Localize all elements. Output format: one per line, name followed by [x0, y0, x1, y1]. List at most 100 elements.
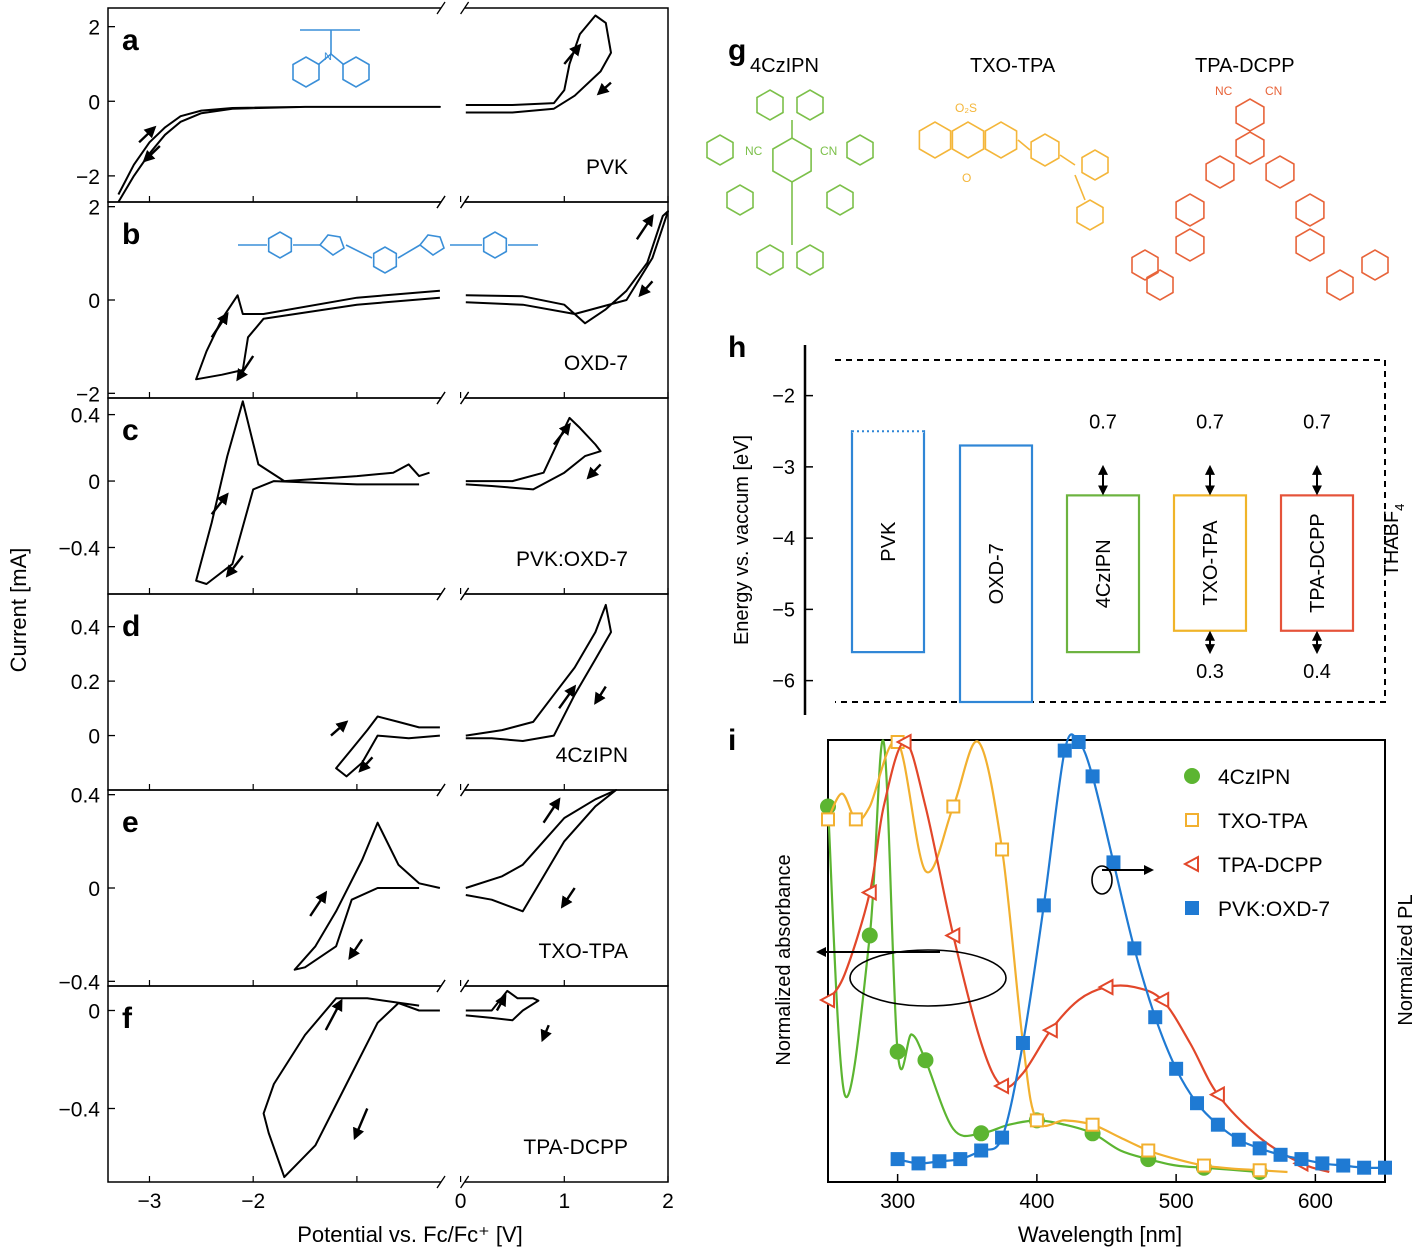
energy-y-tick-label: −3: [772, 457, 795, 479]
data-point: [1357, 1160, 1372, 1175]
data-point: [1231, 1132, 1246, 1147]
panel-letter-f: f: [122, 1002, 133, 1035]
scan-direction-arrow: [552, 422, 571, 446]
pl-group-ellipse: [1091, 865, 1113, 895]
data-point: [932, 1154, 947, 1169]
cv-curve-left: [195, 289, 440, 381]
data-point: [1336, 1158, 1351, 1173]
legend-label: TPA-DCPP: [1218, 854, 1323, 877]
axis-break-mark: [436, 783, 470, 797]
data-point: [911, 1156, 926, 1171]
scan-direction-arrow: [495, 993, 507, 1012]
gap-value-bottom: 0.3: [1196, 661, 1224, 683]
energy-y-tick-label: −2: [772, 386, 795, 408]
thabf-subscript: 4: [1392, 504, 1407, 511]
cv-x-tick-label: 1: [558, 1190, 570, 1213]
core-ring: [772, 137, 812, 183]
spectra-legend: 4CzIPN TXO-TPA TPA-DCPP PVK:OXD-7: [1182, 766, 1330, 921]
gap-value-bottom: 0.4: [1303, 661, 1331, 683]
cv-y-tick-label: 0: [88, 290, 100, 313]
absorbance-axis-label: Normalized absorbance: [773, 854, 795, 1065]
panel-letter-b: b: [122, 218, 140, 251]
cv-curve-right: [465, 210, 669, 325]
panel-h-energy-levels: h −2 −3 −4 −5 −6 PVK OXD-7 4CzIPN 0.7 TXO-TPA 0.7 0…: [728, 331, 1407, 715]
axis-break-mark: [436, 1175, 470, 1189]
data-point: [818, 991, 835, 1009]
cv-panel-label: TXO-TPA: [539, 940, 628, 963]
cv-curve-right: [465, 416, 602, 491]
panel-i-spectra: i 300 400 500 600 4CzIPN TXO-TPA TPA-DCPP PVK:O…: [728, 724, 1417, 1247]
cv-y-tick-label: −0.4: [59, 971, 101, 994]
cv-y-tick-label: 0.4: [71, 617, 101, 640]
ring: [1081, 149, 1109, 181]
data-point: [946, 799, 961, 814]
scan-direction-arrow: [210, 492, 229, 516]
data-point: [1252, 1141, 1267, 1156]
cv-y-tick-label: 2: [88, 197, 100, 220]
cv-curve-right: [465, 603, 612, 742]
scan-direction-arrow: [594, 685, 607, 705]
ring: [267, 231, 293, 259]
data-point: [1208, 1085, 1225, 1104]
data-point: [889, 1043, 906, 1060]
ring: [292, 56, 320, 88]
energy-y-tick-label: −5: [772, 599, 795, 621]
cv-panel-b: 2 0 −2 b OXD-7: [76, 195, 669, 406]
energy-box-4czipn: 4CzIPN 0.7: [1065, 412, 1141, 654]
scan-direction-arrow: [330, 720, 349, 737]
data-point: [1148, 1010, 1163, 1025]
oxadiazole-ring: [418, 234, 445, 256]
scan-direction-arrow: [542, 797, 561, 824]
cv-x-tick-labels: −3 −2 0 1 2: [138, 1190, 674, 1213]
ring: [372, 246, 398, 274]
data-point: [973, 1125, 990, 1142]
series-txo-tpa: [821, 735, 1288, 1178]
ring: [1235, 98, 1265, 132]
panel-letter-a: a: [122, 24, 139, 57]
series-line: [827, 739, 1288, 1174]
cv-curve-left: [293, 821, 441, 971]
carbazole-ring: [846, 134, 874, 166]
data-point: [1085, 769, 1100, 784]
ring: [1295, 193, 1325, 227]
energy-y-axis-label: Energy vs. vaccum [eV]: [731, 435, 753, 645]
cv-y-tick-label: 0.4: [71, 785, 101, 808]
ring: [342, 56, 370, 88]
panel-letter-c: c: [122, 414, 139, 447]
data-point: [1127, 941, 1142, 956]
data-point: [1085, 1117, 1100, 1132]
scan-direction-arrow: [596, 81, 612, 96]
axis-break-mark: [436, 587, 470, 601]
data-point: [1294, 1152, 1309, 1167]
cv-y-tick-label: 0: [88, 91, 100, 114]
legend-label: 4CzIPN: [1218, 766, 1290, 789]
carbazole-ring: [796, 244, 824, 276]
ring: [951, 121, 985, 159]
cv-panel-label: PVK: [586, 156, 628, 179]
legend-marker: [1184, 768, 1200, 784]
electrolyte-window: [835, 359, 1386, 703]
carbazole-ring: [756, 244, 784, 276]
thabf4-label: THABF4: [1381, 504, 1407, 577]
cv-panel-f: 0 −0.4 f TPA-DCPP: [59, 979, 669, 1189]
svg-text:THABF4: THABF4: [1381, 504, 1407, 577]
bond: [397, 244, 421, 259]
cv-panel-label: TPA-DCPP: [523, 1136, 628, 1159]
data-point: [890, 1152, 905, 1167]
molecule-name-tpa-dcpp: TPA-DCPP: [1195, 55, 1295, 77]
molecule-name-txo-tpa: TXO-TPA: [970, 55, 1056, 77]
data-point: [1153, 991, 1170, 1009]
absorbance-group-ellipse: [849, 949, 1007, 1007]
ring: [1131, 249, 1159, 281]
atom-label-nc: NC: [745, 144, 763, 158]
structure-tpa-dcpp: NC CN: [1131, 84, 1389, 301]
data-point: [1196, 1158, 1211, 1173]
carbazole-ring: [826, 184, 854, 216]
scan-direction-arrow: [236, 355, 255, 382]
bond: [1074, 174, 1086, 201]
energy-box-tpa-dcpp: TPA-DCPP 0.7 0.4: [1279, 412, 1355, 683]
scan-direction-arrow: [324, 998, 343, 1031]
data-point: [1097, 978, 1114, 996]
